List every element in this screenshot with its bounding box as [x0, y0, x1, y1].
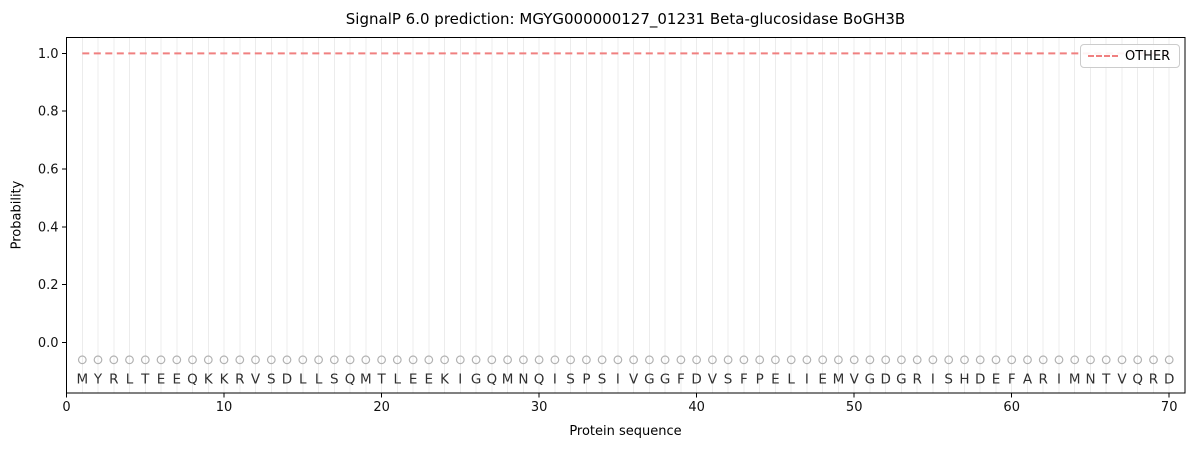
svg-text:G: G — [660, 371, 670, 387]
svg-text:70: 70 — [1161, 400, 1178, 415]
svg-text:Q: Q — [486, 371, 497, 387]
svg-text:I: I — [458, 371, 462, 387]
svg-text:10: 10 — [216, 400, 233, 415]
svg-text:0.6: 0.6 — [38, 163, 59, 178]
svg-text:R: R — [109, 371, 118, 387]
svg-text:E: E — [425, 371, 434, 387]
svg-text:M: M — [1069, 371, 1081, 387]
svg-text:L: L — [394, 371, 402, 387]
x-axis-label: Protein sequence — [569, 424, 682, 439]
svg-text:N: N — [1085, 371, 1095, 387]
chart-title: SignalP 6.0 prediction: MGYG000000127_01… — [345, 10, 906, 28]
svg-text:K: K — [220, 371, 230, 387]
svg-text:I: I — [931, 371, 935, 387]
svg-text:E: E — [992, 371, 1001, 387]
residue-markers — [77, 355, 1174, 365]
svg-text:V: V — [629, 371, 639, 387]
svg-text:K: K — [204, 371, 214, 387]
svg-text:S: S — [267, 371, 276, 387]
svg-text:F: F — [740, 371, 748, 387]
svg-text:V: V — [1117, 371, 1127, 387]
svg-text:E: E — [409, 371, 418, 387]
svg-text:R: R — [1149, 371, 1158, 387]
svg-text:L: L — [787, 371, 795, 387]
svg-text:N: N — [518, 371, 528, 387]
svg-text:V: V — [708, 371, 718, 387]
svg-text:S: S — [566, 371, 575, 387]
svg-text:F: F — [1008, 371, 1016, 387]
svg-text:1.0: 1.0 — [38, 47, 59, 62]
svg-text:G: G — [644, 371, 654, 387]
svg-text:0.8: 0.8 — [38, 105, 59, 120]
svg-text:L: L — [126, 371, 134, 387]
svg-text:T: T — [376, 371, 386, 387]
x-axis-ticks: 0 10 20 30 40 50 60 70 — [62, 393, 1177, 415]
svg-text:E: E — [818, 371, 827, 387]
svg-text:E: E — [771, 371, 780, 387]
svg-text:50: 50 — [846, 400, 863, 415]
svg-text:A: A — [1023, 371, 1033, 387]
svg-text:I: I — [1057, 371, 1061, 387]
svg-text:S: S — [944, 371, 953, 387]
svg-text:R: R — [235, 371, 244, 387]
svg-text:T: T — [140, 371, 150, 387]
svg-text:G: G — [865, 371, 875, 387]
svg-text:F: F — [677, 371, 685, 387]
svg-text:E: E — [173, 371, 182, 387]
svg-text:M: M — [502, 371, 514, 387]
svg-text:20: 20 — [373, 400, 390, 415]
svg-text:40: 40 — [688, 400, 705, 415]
legend-dashed-line-icon — [1088, 55, 1118, 57]
gridlines — [81, 37, 1170, 393]
svg-text:D: D — [691, 371, 701, 387]
svg-text:60: 60 — [1003, 400, 1020, 415]
svg-text:I: I — [616, 371, 620, 387]
plot-spines — [66, 37, 1186, 394]
svg-text:L: L — [299, 371, 307, 387]
svg-text:D: D — [880, 371, 890, 387]
svg-text:K: K — [440, 371, 450, 387]
svg-text:D: D — [282, 371, 292, 387]
svg-text:30: 30 — [531, 400, 548, 415]
svg-text:0.2: 0.2 — [38, 278, 59, 293]
svg-text:Y: Y — [93, 371, 103, 387]
svg-text:H: H — [959, 371, 969, 387]
svg-text:P: P — [582, 371, 590, 387]
svg-text:0.4: 0.4 — [38, 220, 59, 235]
svg-text:L: L — [315, 371, 323, 387]
svg-text:M: M — [76, 371, 88, 387]
svg-text:S: S — [724, 371, 733, 387]
svg-text:M: M — [833, 371, 845, 387]
svg-text:0.0: 0.0 — [38, 336, 59, 351]
svg-text:T: T — [1101, 371, 1111, 387]
svg-text:S: S — [598, 371, 607, 387]
svg-text:0: 0 — [62, 400, 70, 415]
svg-text:Q: Q — [534, 371, 545, 387]
y-axis-ticks: 0.0 0.2 0.4 0.6 0.8 1.0 — [38, 47, 67, 351]
svg-text:I: I — [553, 371, 557, 387]
svg-text:R: R — [913, 371, 922, 387]
svg-text:Q: Q — [345, 371, 356, 387]
svg-text:S: S — [330, 371, 339, 387]
svg-text:G: G — [471, 371, 481, 387]
svg-text:D: D — [1164, 371, 1174, 387]
svg-text:Q: Q — [187, 371, 198, 387]
legend-label: OTHER — [1125, 48, 1171, 64]
svg-text:I: I — [805, 371, 809, 387]
svg-text:Q: Q — [1132, 371, 1143, 387]
svg-text:V: V — [251, 371, 261, 387]
svg-text:D: D — [975, 371, 985, 387]
y-axis-label: Probability — [9, 180, 25, 250]
svg-text:E: E — [157, 371, 166, 387]
svg-text:R: R — [1039, 371, 1048, 387]
svg-text:G: G — [896, 371, 906, 387]
svg-text:P: P — [756, 371, 764, 387]
svg-text:V: V — [850, 371, 860, 387]
legend: OTHER — [1080, 44, 1181, 68]
svg-text:M: M — [360, 371, 372, 387]
